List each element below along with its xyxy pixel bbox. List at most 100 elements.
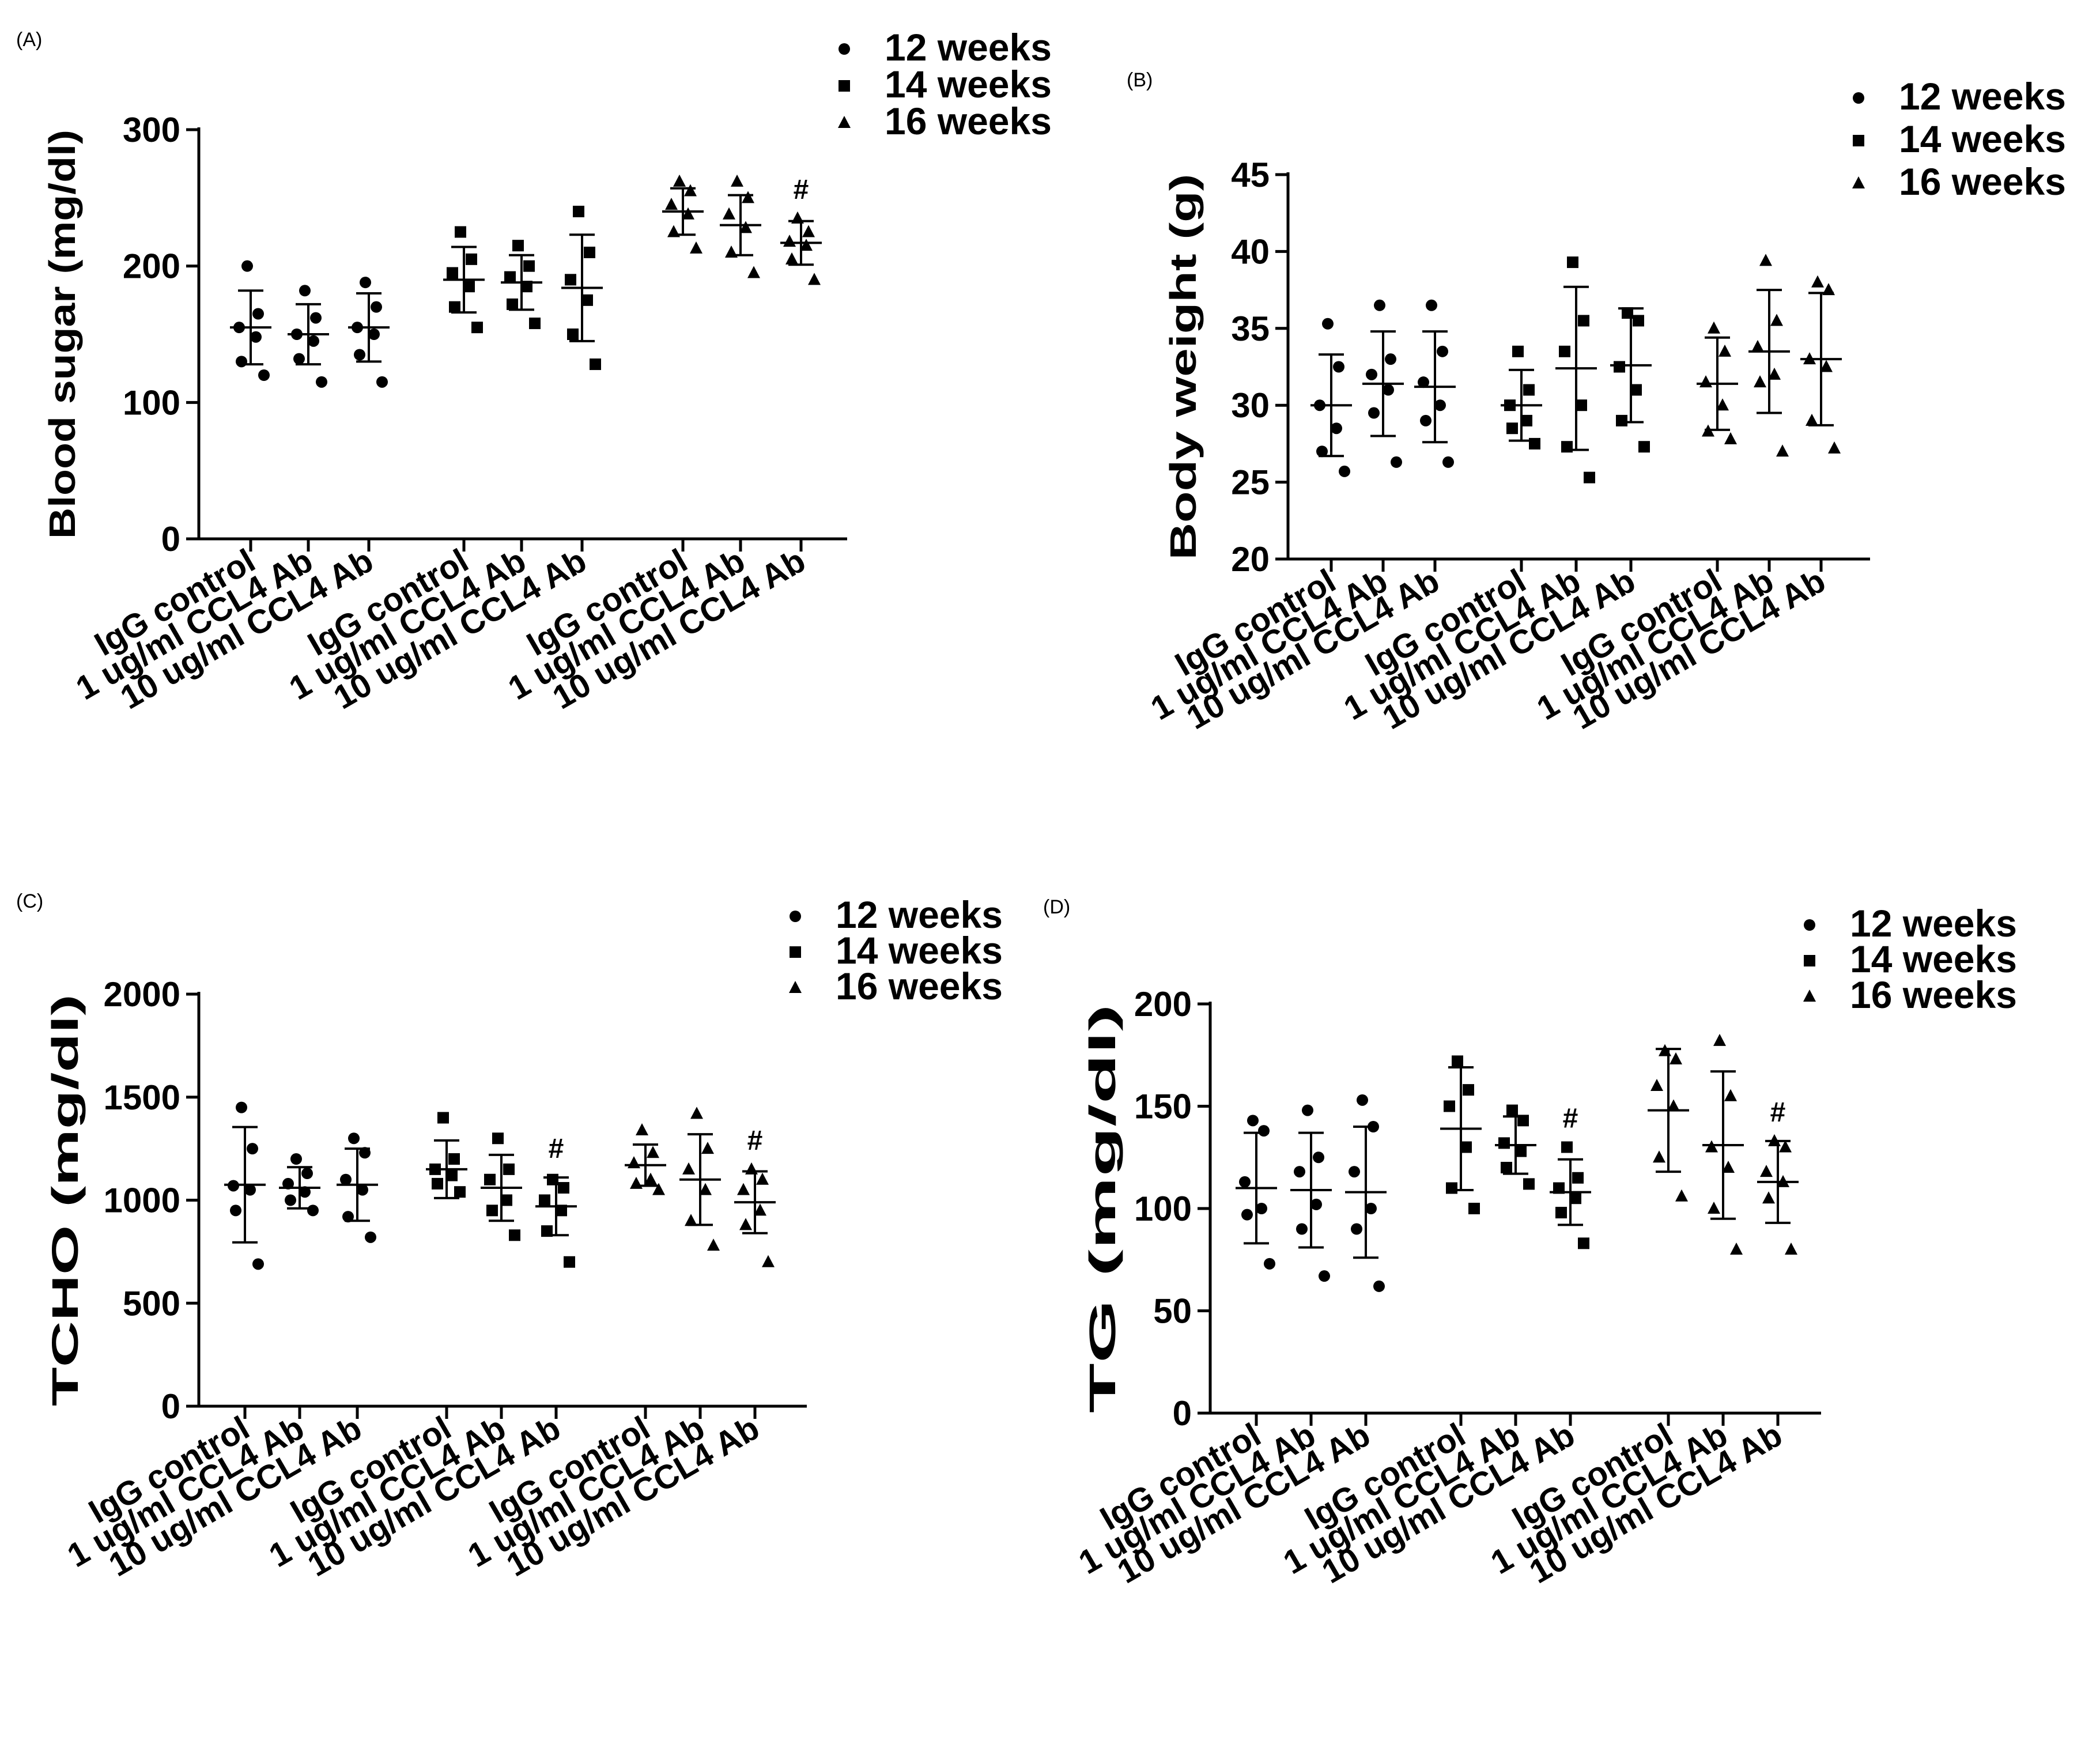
data-point bbox=[447, 267, 458, 279]
data-point bbox=[1351, 1223, 1362, 1235]
y-tick-label: 45 bbox=[1231, 156, 1270, 194]
data-point bbox=[1699, 375, 1712, 388]
data-point bbox=[1670, 1052, 1682, 1064]
data-point bbox=[1296, 1223, 1308, 1235]
data-point bbox=[1460, 1141, 1472, 1153]
data-point bbox=[1578, 315, 1589, 327]
data-point bbox=[565, 274, 576, 286]
significance-marker: # bbox=[1770, 1097, 1786, 1128]
data-point bbox=[690, 1107, 703, 1119]
y-tick-label: 1500 bbox=[104, 1078, 180, 1117]
data-point bbox=[1559, 345, 1570, 357]
y-tick-label: 0 bbox=[161, 520, 180, 558]
data-point bbox=[340, 1173, 352, 1185]
data-point bbox=[299, 285, 311, 297]
data-point bbox=[564, 1256, 575, 1268]
significance-marker: # bbox=[794, 175, 809, 205]
data-point bbox=[1373, 1280, 1385, 1292]
y-axis-label: TCHO (mg/dl) bbox=[44, 994, 86, 1406]
data-point bbox=[293, 353, 305, 365]
data-point bbox=[762, 1255, 775, 1267]
data-point bbox=[1316, 445, 1328, 458]
data-point bbox=[1446, 1182, 1457, 1194]
data-point bbox=[471, 322, 483, 334]
data-point bbox=[1555, 1207, 1567, 1219]
data-point bbox=[1828, 441, 1841, 454]
data-point bbox=[507, 298, 518, 310]
data-point bbox=[739, 221, 752, 233]
legend-entry-label: 16 weeks bbox=[1899, 160, 2066, 203]
legend-marker bbox=[790, 946, 801, 958]
data-point bbox=[1653, 1150, 1665, 1163]
data-point bbox=[1434, 399, 1446, 411]
data-point bbox=[701, 1142, 714, 1154]
data-point bbox=[244, 1184, 256, 1196]
data-point bbox=[1517, 1115, 1529, 1127]
legend-marker bbox=[790, 911, 801, 922]
panel-letter: (C) bbox=[16, 890, 43, 912]
data-point bbox=[584, 247, 595, 258]
y-tick-label: 100 bbox=[123, 383, 180, 422]
data-point bbox=[1442, 456, 1454, 468]
data-point bbox=[368, 328, 380, 340]
data-point bbox=[1722, 1161, 1735, 1173]
panel-letter: (D) bbox=[1043, 896, 1070, 918]
y-tick-label: 20 bbox=[1231, 540, 1270, 579]
data-point bbox=[285, 1194, 296, 1206]
data-point bbox=[1567, 256, 1578, 269]
data-point bbox=[1256, 1203, 1267, 1214]
data-point bbox=[1258, 1125, 1270, 1137]
data-point bbox=[737, 1183, 750, 1195]
data-point bbox=[1506, 422, 1518, 435]
data-point bbox=[301, 1168, 313, 1180]
data-point bbox=[463, 281, 475, 293]
y-tick-label: 0 bbox=[1173, 1394, 1192, 1433]
data-point bbox=[1811, 275, 1824, 288]
data-point bbox=[682, 1162, 695, 1175]
data-point bbox=[690, 241, 702, 254]
data-point bbox=[1349, 1166, 1360, 1178]
data-point bbox=[1294, 1166, 1305, 1178]
data-point bbox=[731, 174, 743, 187]
legend-entry-label: 12 weeks bbox=[1899, 75, 2066, 118]
data-point bbox=[446, 1169, 458, 1181]
data-point bbox=[521, 281, 532, 293]
y-axis-label: TG (mg/dl) bbox=[1082, 1004, 1123, 1413]
data-point bbox=[1521, 414, 1532, 426]
data-point bbox=[1310, 1198, 1322, 1210]
legend-marker bbox=[1853, 92, 1864, 104]
data-point bbox=[1420, 414, 1432, 426]
data-point bbox=[1779, 1140, 1792, 1153]
data-point bbox=[1759, 254, 1772, 266]
legend-marker bbox=[838, 116, 851, 128]
data-point bbox=[1383, 384, 1394, 396]
y-tick-label: 200 bbox=[123, 247, 180, 286]
y-tick-label: 0 bbox=[161, 1387, 180, 1426]
data-point bbox=[1385, 353, 1396, 365]
data-point bbox=[252, 308, 264, 320]
data-point bbox=[1366, 368, 1377, 380]
data-point bbox=[509, 1229, 520, 1241]
data-point bbox=[1319, 1270, 1330, 1282]
data-point bbox=[307, 1204, 319, 1217]
data-point bbox=[523, 260, 535, 272]
data-point bbox=[512, 240, 524, 252]
y-tick-label: 40 bbox=[1231, 232, 1270, 271]
data-point bbox=[590, 358, 601, 371]
legend-marker bbox=[1804, 919, 1815, 931]
data-point bbox=[783, 235, 796, 247]
data-point bbox=[357, 1184, 368, 1196]
legend-entry-label: 16 weeks bbox=[1850, 973, 2017, 1016]
data-point bbox=[492, 1132, 504, 1145]
data-point bbox=[1302, 1104, 1313, 1116]
data-point bbox=[1785, 1243, 1797, 1255]
data-point bbox=[539, 1194, 550, 1206]
data-point bbox=[800, 239, 813, 251]
data-point bbox=[1239, 1176, 1251, 1188]
data-point bbox=[1418, 376, 1429, 388]
data-point bbox=[1463, 1084, 1474, 1096]
